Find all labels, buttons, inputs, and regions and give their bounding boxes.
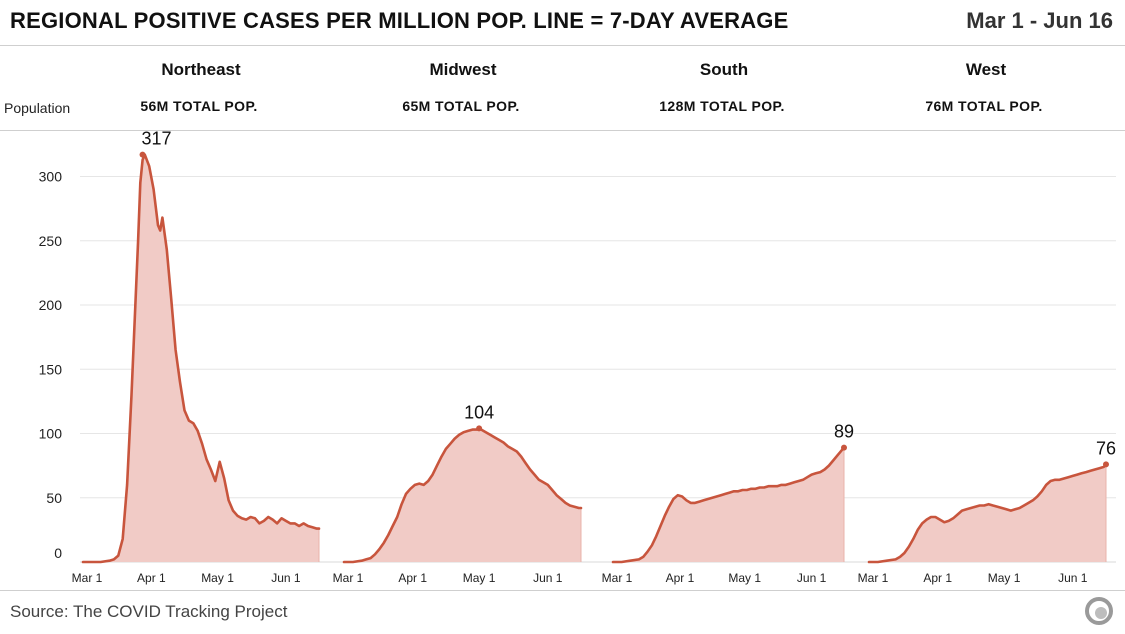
line-west — [867, 463, 1108, 564]
x-tick-label-west-0: Mar 1 — [858, 571, 889, 585]
region-pop-northeast: 56M TOTAL POP. — [140, 98, 258, 114]
x-tick-label-midwest-3: Jun 1 — [533, 571, 563, 585]
x-tick-label-west-3: Jun 1 — [1058, 571, 1088, 585]
peak-marker-midwest — [476, 425, 483, 432]
y-tick-label-200: 200 — [39, 297, 63, 313]
date-range: Mar 1 - Jun 16 — [966, 8, 1113, 33]
y-tick-label-250: 250 — [39, 233, 63, 249]
area-midwest — [344, 428, 581, 562]
x-tick-label-northeast-3: Jun 1 — [271, 571, 301, 585]
line-northeast — [81, 153, 321, 564]
subheader-divider — [0, 130, 1125, 131]
x-tick-label-midwest-0: Mar 1 — [333, 571, 364, 585]
x-tick-label-west-2: May 1 — [988, 571, 1021, 585]
peak-label-south: 89 — [834, 422, 854, 442]
y-tick-label-150: 150 — [39, 361, 63, 377]
region-pop-midwest: 65M TOTAL POP. — [402, 98, 520, 114]
peak-label-northeast: 317 — [142, 131, 172, 149]
x-tick-label-west-1: Apr 1 — [923, 571, 952, 585]
peak-label-west: 76 — [1096, 438, 1116, 458]
x-tick-label-northeast-0: Mar 1 — [72, 571, 103, 585]
x-tick-label-south-3: Jun 1 — [797, 571, 827, 585]
region-pop-west: 76M TOTAL POP. — [925, 98, 1043, 114]
region-name-northeast: Northeast — [161, 60, 241, 79]
x-tick-label-midwest-2: May 1 — [463, 571, 496, 585]
regional-cases-chart: 0 50 100 150 200 250 300 317 Mar 1 Apr 1 May 1 Jun … — [39, 131, 1116, 585]
x-tick-label-northeast-1: Apr 1 — [137, 571, 166, 585]
source-note: Source: The COVID Tracking Project — [10, 602, 288, 621]
peak-marker-northeast — [139, 151, 146, 158]
region-name-south: South — [699, 60, 749, 79]
chart-title: REGIONAL POSITIVE CASES PER MILLION POP.… — [10, 8, 789, 33]
peak-label-midwest: 104 — [464, 402, 494, 422]
peak-marker-west — [1103, 461, 1109, 468]
x-tick-label-south-2: May 1 — [728, 571, 761, 585]
y-tick-label-300: 300 — [39, 169, 63, 185]
population-label: Population — [4, 100, 71, 116]
y-tick-label-100: 100 — [39, 426, 63, 442]
area-northeast — [83, 154, 319, 562]
region-pop-south: 128M TOTAL POP. — [659, 98, 785, 114]
region-name-midwest: Midwest — [429, 60, 497, 79]
line-south — [611, 446, 846, 564]
x-tick-label-northeast-2: May 1 — [201, 571, 234, 585]
peak-marker-south — [841, 444, 847, 451]
covid-tracking-project-logo-icon — [1085, 597, 1113, 625]
x-tick-label-midwest-1: Apr 1 — [398, 571, 427, 585]
y-tick-label-50: 50 — [46, 490, 62, 506]
y-tick-label-0: 0 — [54, 545, 62, 561]
area-west — [869, 464, 1106, 562]
region-name-west: West — [965, 60, 1007, 79]
line-midwest — [342, 427, 583, 564]
x-tick-label-south-1: Apr 1 — [666, 571, 695, 585]
x-tick-label-south-0: Mar 1 — [602, 571, 633, 585]
footer-divider — [0, 590, 1125, 591]
area-south — [613, 447, 844, 562]
header-divider — [0, 45, 1125, 46]
